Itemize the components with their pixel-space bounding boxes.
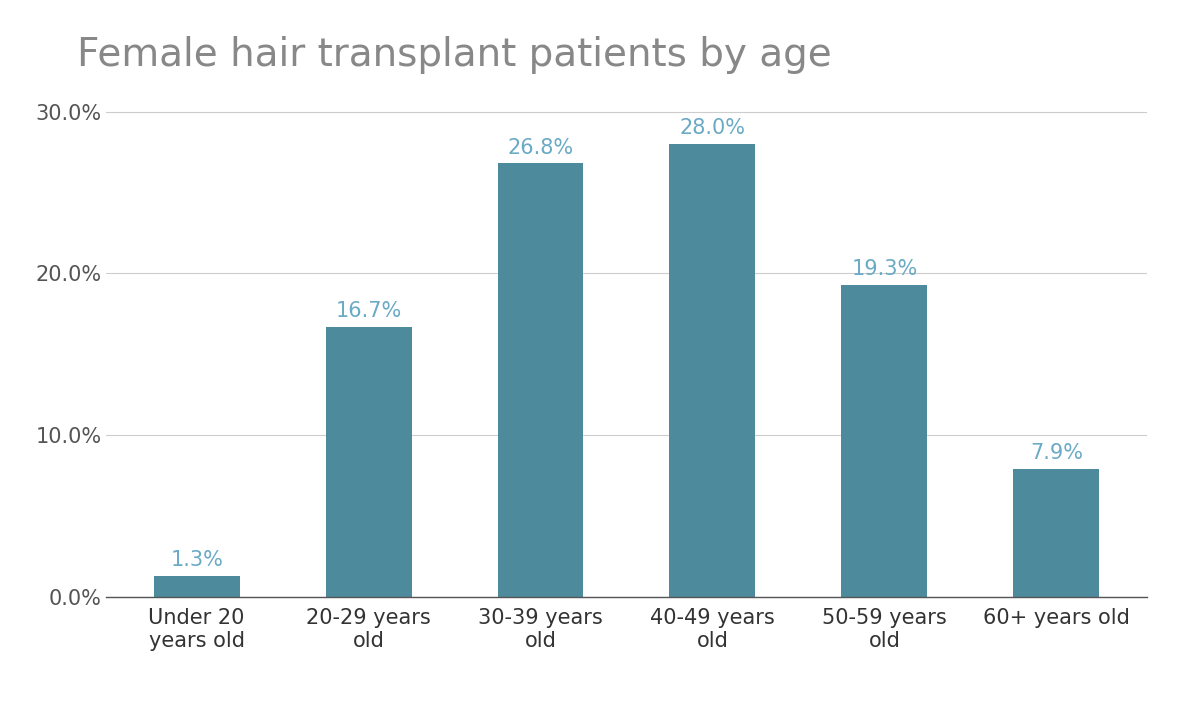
Text: 7.9%: 7.9% xyxy=(1030,443,1083,464)
Bar xyxy=(498,163,584,597)
Bar xyxy=(1013,469,1099,597)
Bar xyxy=(842,285,928,597)
Text: Female hair transplant patients by age: Female hair transplant patients by age xyxy=(77,36,832,74)
Text: 26.8%: 26.8% xyxy=(507,138,573,158)
Text: 1.3%: 1.3% xyxy=(170,550,223,570)
Text: 16.7%: 16.7% xyxy=(336,301,402,321)
Bar xyxy=(154,576,240,597)
Bar xyxy=(325,327,411,597)
Bar xyxy=(669,144,755,597)
Text: 28.0%: 28.0% xyxy=(680,119,746,138)
Text: 19.3%: 19.3% xyxy=(851,259,917,279)
